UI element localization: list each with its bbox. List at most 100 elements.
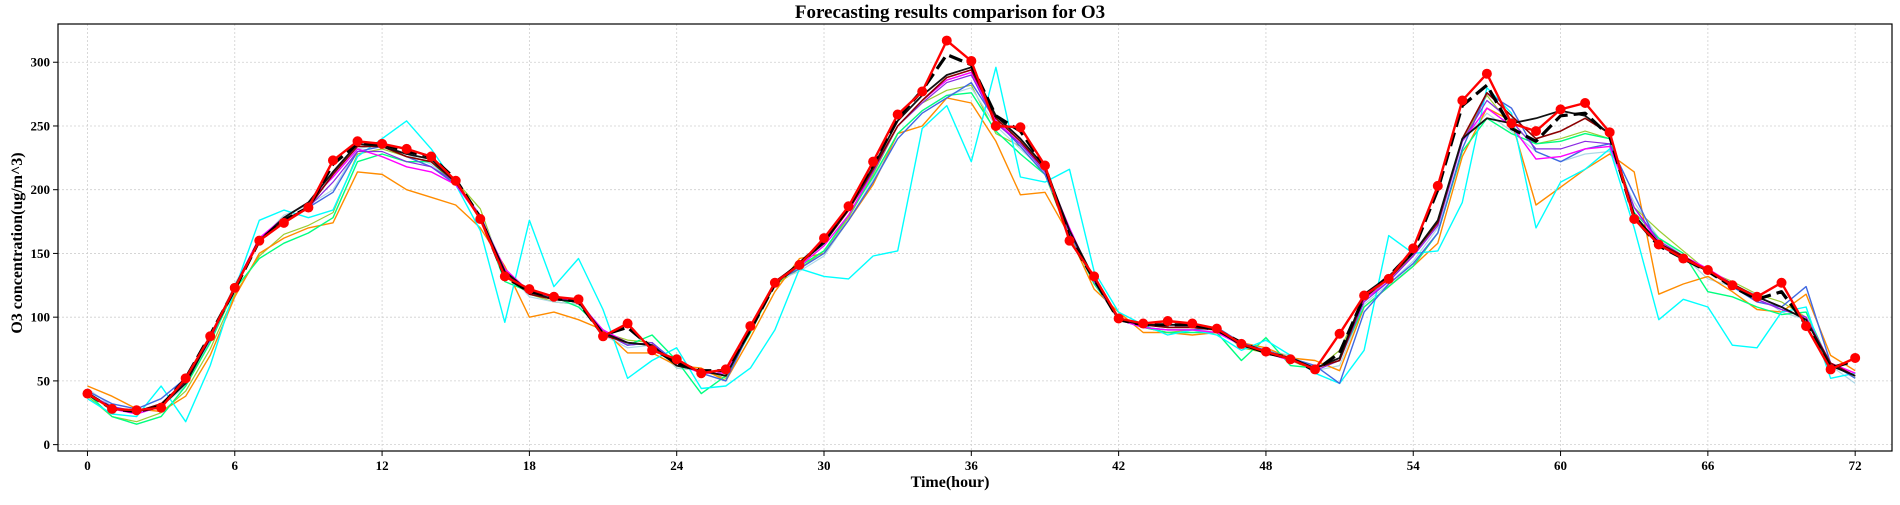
series-point: [156, 402, 167, 413]
series-point: [1089, 271, 1100, 282]
series-point: [1776, 277, 1787, 288]
series-point: [647, 345, 658, 356]
series-point: [745, 321, 756, 332]
series-point: [107, 403, 118, 414]
y-tick-label: 300: [31, 55, 51, 70]
x-tick-label: 30: [818, 458, 831, 473]
series-point: [205, 331, 216, 342]
series-point: [1359, 290, 1370, 301]
series-point: [1310, 364, 1321, 375]
series-point: [966, 55, 977, 66]
series-point: [1801, 321, 1812, 332]
x-tick-label: 6: [232, 458, 239, 473]
x-axis-label: Time(hour): [910, 474, 990, 491]
series-point: [524, 284, 535, 295]
series-point: [819, 233, 830, 244]
y-tick-label: 150: [31, 246, 51, 261]
series-point: [180, 373, 191, 384]
series-point: [1825, 364, 1836, 375]
series-point: [229, 282, 240, 293]
series-line-10: [87, 66, 1856, 413]
series-line-1: [87, 84, 1856, 423]
series-point: [720, 364, 731, 375]
x-tick-label: 54: [1407, 458, 1421, 473]
series-point: [843, 201, 854, 212]
series-point: [1506, 118, 1517, 129]
series-point: [892, 109, 903, 120]
series-point: [1727, 280, 1738, 291]
series-point: [1039, 160, 1050, 171]
series-point: [1383, 273, 1394, 284]
x-tick-label: 66: [1701, 458, 1715, 473]
series-point: [1113, 313, 1124, 324]
series-point: [278, 217, 289, 228]
series-point: [1678, 253, 1689, 264]
x-tick-label: 24: [670, 458, 684, 473]
series-point: [1604, 127, 1615, 138]
series-point: [622, 318, 633, 329]
series-point: [1555, 104, 1566, 115]
series-point: [671, 354, 682, 365]
series-line-8: [87, 74, 1856, 413]
series-point: [475, 214, 486, 225]
series-point: [917, 86, 928, 97]
series-point: [352, 136, 363, 147]
x-tick-label: 60: [1554, 458, 1567, 473]
y-tick-label: 200: [31, 182, 51, 197]
x-tick-label: 18: [523, 458, 537, 473]
series-point: [794, 259, 805, 270]
series-point: [1432, 180, 1443, 191]
chart-title: Forecasting results comparison for O3: [794, 2, 1106, 23]
y-tick-label: 250: [31, 118, 51, 133]
series-line-5: [87, 66, 1856, 423]
series-point: [499, 271, 510, 282]
series-line-3: [87, 97, 1856, 413]
series-point: [1285, 354, 1296, 365]
series-point: [1702, 265, 1713, 276]
series-point: [1481, 68, 1492, 79]
y-tick-label: 100: [31, 310, 51, 325]
series-point: [82, 388, 93, 399]
y-tick-label: 0: [44, 437, 51, 452]
series-point: [548, 291, 559, 302]
series-point: [1751, 291, 1762, 302]
series-point: [1531, 126, 1542, 137]
series-point: [131, 405, 142, 416]
x-tick-label: 36: [965, 458, 979, 473]
axes-frame: [57, 23, 1893, 452]
series-point: [868, 156, 879, 167]
series-point: [1015, 122, 1026, 133]
series-point: [377, 138, 388, 149]
series-point: [1629, 214, 1640, 225]
series-point: [1408, 243, 1419, 254]
series-point: [1260, 346, 1271, 357]
series-point: [990, 120, 1001, 131]
series-point: [1064, 235, 1075, 246]
series-point: [941, 35, 952, 46]
series-point: [1580, 98, 1591, 109]
series-point: [401, 143, 412, 154]
series-line-4: [87, 92, 1856, 425]
series-line-7: [87, 71, 1856, 415]
x-tick-label: 72: [1849, 458, 1862, 473]
x-tick-label: 12: [376, 458, 389, 473]
series-point: [327, 155, 338, 166]
series-point: [1211, 323, 1222, 334]
x-tick-label: 42: [1112, 458, 1125, 473]
series-point: [1162, 315, 1173, 326]
series-point: [1187, 318, 1198, 329]
series-point: [1457, 95, 1468, 106]
series-point: [303, 202, 314, 213]
series-point: [769, 277, 780, 288]
series-point: [254, 235, 265, 246]
y-axis-label: O3 concentration(ug/m^3): [9, 152, 26, 334]
series-point: [426, 151, 437, 162]
series-point: [1236, 338, 1247, 349]
series-point: [1138, 318, 1149, 329]
y-tick-label: 50: [37, 373, 50, 388]
series-point: [696, 368, 707, 379]
series-point: [1653, 239, 1664, 250]
series-point: [1334, 328, 1345, 339]
